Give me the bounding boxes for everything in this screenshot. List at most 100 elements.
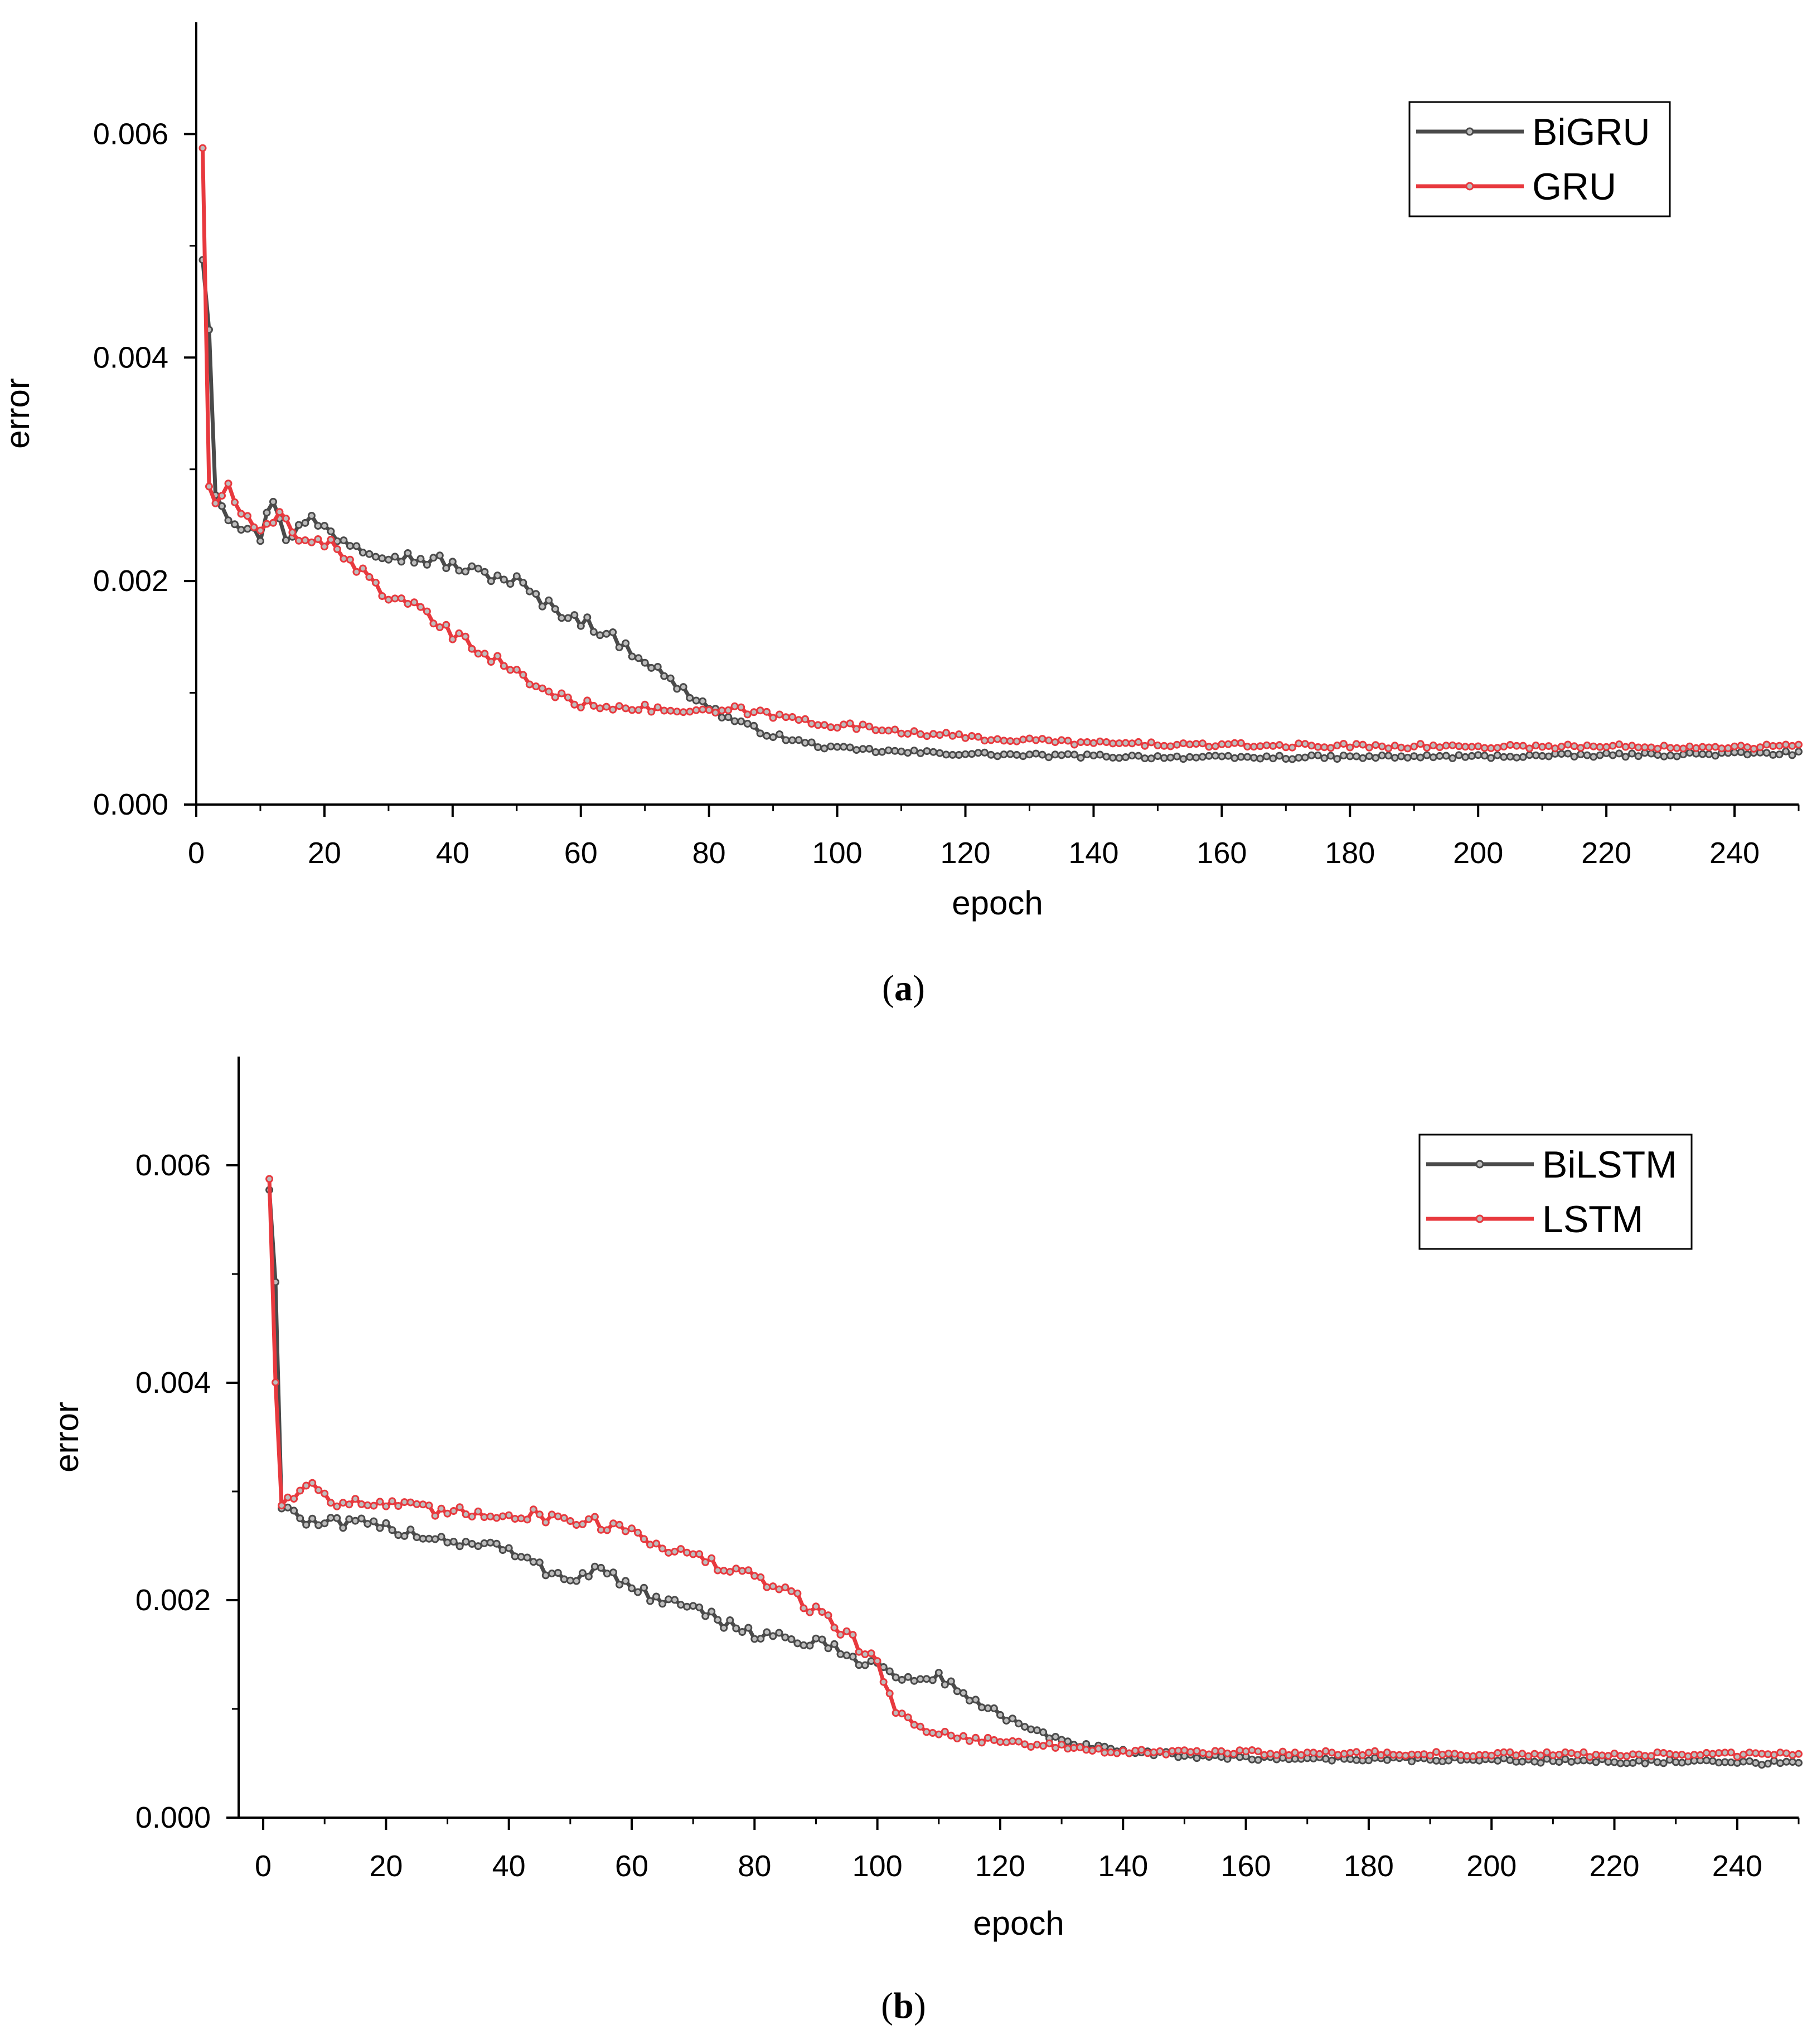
data-point — [224, 479, 232, 488]
data-point — [1493, 744, 1501, 752]
data-point — [1610, 1750, 1619, 1757]
x-tick-label: 240 — [1712, 1849, 1762, 1883]
data-point — [404, 600, 412, 608]
data-point — [987, 750, 995, 759]
x-tick-label: 120 — [940, 836, 990, 870]
data-point — [321, 1519, 329, 1528]
data-point — [1518, 1757, 1527, 1766]
data-point — [788, 713, 797, 721]
data-point — [1543, 1748, 1551, 1756]
data-point — [1288, 743, 1296, 752]
legend-label: BiGRU — [1532, 111, 1650, 153]
data-point — [677, 1545, 685, 1553]
data-point — [218, 502, 226, 510]
data-point — [584, 1572, 593, 1581]
legend-swatch-marker — [1465, 182, 1474, 191]
data-point — [628, 1584, 636, 1592]
data-point — [1665, 1750, 1674, 1758]
data-point — [1537, 1751, 1545, 1760]
data-point — [449, 1507, 458, 1515]
data-point — [256, 526, 264, 535]
data-point — [1370, 1754, 1379, 1762]
data-point — [1352, 1748, 1360, 1756]
data-point — [1672, 1758, 1680, 1766]
data-point — [400, 1498, 409, 1507]
data-point — [1610, 1758, 1619, 1766]
data-point — [545, 687, 553, 696]
y-tick-label: 0.002 — [93, 564, 168, 598]
data-point — [1678, 1759, 1686, 1767]
data-point — [1266, 1750, 1275, 1758]
data-point — [948, 750, 957, 759]
data-point — [1205, 752, 1213, 760]
data-point — [560, 1575, 568, 1583]
data-point — [384, 555, 393, 564]
data-point — [406, 1525, 415, 1534]
data-point — [1583, 751, 1591, 759]
data-point — [1751, 1749, 1760, 1757]
data-point — [448, 558, 457, 566]
data-point — [1789, 1758, 1796, 1766]
data-point — [1288, 755, 1296, 763]
data-point — [720, 1624, 728, 1632]
data-point — [1237, 739, 1245, 747]
data-point — [1134, 752, 1142, 760]
data-point — [1243, 753, 1252, 761]
data-point — [652, 1539, 661, 1548]
x-tick-label: 20 — [369, 1849, 403, 1883]
data-point — [1616, 1752, 1625, 1760]
data-point — [1134, 738, 1142, 746]
data-point — [916, 1722, 924, 1731]
data-point — [541, 1571, 550, 1580]
data-point — [435, 551, 444, 560]
data-point — [807, 738, 816, 747]
y-tick-label: 0.000 — [93, 788, 168, 821]
data-point — [873, 1657, 881, 1665]
data-point — [971, 1733, 980, 1742]
data-point — [1525, 744, 1534, 753]
legend-swatch-marker — [1475, 1160, 1484, 1169]
data-point — [1423, 751, 1431, 759]
data-point — [468, 1513, 476, 1521]
data-point — [1480, 752, 1489, 760]
data-point — [1365, 752, 1373, 761]
data-point — [1321, 1747, 1330, 1755]
data-point — [1141, 742, 1149, 750]
data-point — [824, 1644, 832, 1653]
data-point — [1346, 1748, 1354, 1757]
data-point — [596, 631, 604, 640]
data-point — [923, 732, 931, 740]
data-point — [590, 1513, 599, 1521]
data-point — [1101, 1748, 1109, 1757]
data-point — [1714, 1749, 1723, 1757]
data-point — [968, 732, 976, 740]
data-point — [855, 1661, 863, 1669]
data-point — [1009, 1737, 1016, 1745]
data-point — [1733, 1752, 1741, 1761]
series-gru — [198, 144, 1803, 753]
data-point — [525, 680, 534, 689]
data-point — [1724, 744, 1732, 752]
data-point — [1564, 740, 1572, 749]
legend-box — [1408, 101, 1671, 217]
data-point — [301, 519, 309, 527]
data-point — [554, 1569, 562, 1577]
data-point — [272, 1378, 280, 1387]
data-point — [846, 743, 854, 752]
data-point — [1326, 752, 1335, 760]
data-point — [1002, 1717, 1010, 1725]
data-point — [1173, 740, 1181, 749]
data-point — [718, 706, 726, 715]
data-point — [364, 1501, 372, 1509]
data-point — [959, 1689, 967, 1697]
data-point — [1590, 742, 1598, 750]
data-point — [603, 1526, 611, 1534]
data-point — [564, 614, 572, 622]
data-point — [673, 685, 681, 693]
data-point — [692, 706, 700, 714]
data-point — [590, 1562, 599, 1571]
data-point — [498, 1512, 507, 1520]
data-point — [1033, 1741, 1041, 1749]
data-point — [1070, 740, 1078, 749]
data-point — [1445, 1756, 1453, 1765]
